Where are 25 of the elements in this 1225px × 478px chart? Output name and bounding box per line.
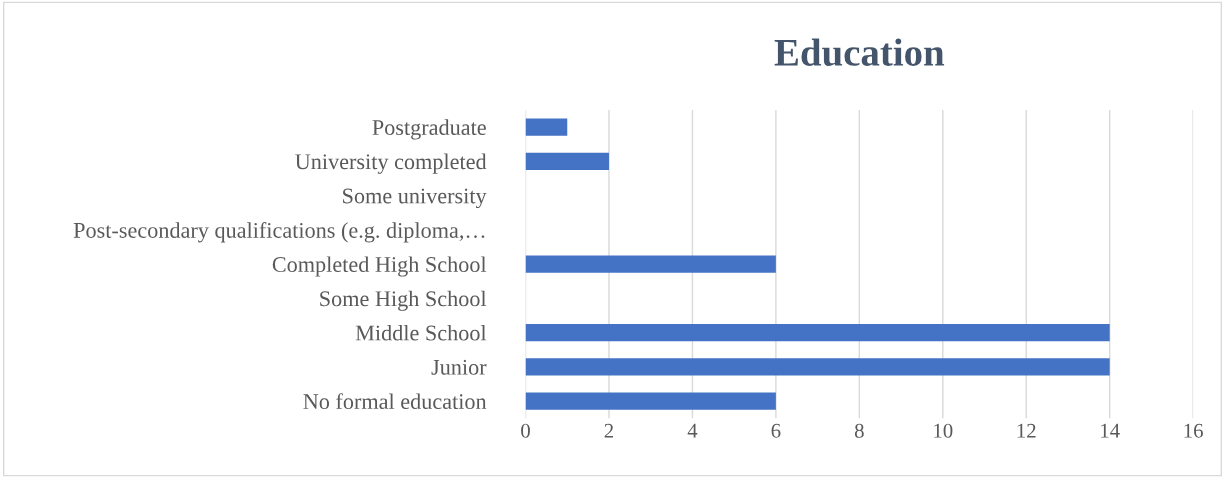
x-tick-label: 14: [1101, 423, 1120, 438]
y-tick-label: Post-secondary qualifications (e.g. diploma,…: [73, 222, 485, 243]
x-tick-label: 2: [604, 423, 614, 438]
y-tick-label: Postgraduate: [372, 119, 486, 140]
y-tick-label: Some High School: [320, 290, 487, 311]
x-tick-label: 6: [771, 423, 781, 438]
y-tick-label: University completed: [295, 153, 487, 174]
bar: [525, 358, 1110, 376]
y-tick-label: Completed High School: [272, 256, 487, 277]
bar: [525, 118, 568, 136]
bar: [525, 324, 1110, 342]
y-tick-label: Some university: [343, 188, 487, 209]
x-tick-label: 12: [1017, 423, 1036, 438]
y-tick-label: No formal education: [303, 393, 487, 410]
bar: [525, 152, 609, 170]
y-tick-label: Middle School: [355, 324, 487, 341]
x-tick-label: 4: [687, 423, 698, 438]
bar: [525, 392, 776, 410]
chart-title: Education: [774, 38, 945, 66]
x-tick-label: 8: [854, 423, 864, 438]
x-tick-label: 16: [1184, 423, 1203, 438]
y-tick-label: Junior: [431, 359, 487, 375]
x-tick-label: 0: [521, 423, 530, 438]
x-tick-label: 10: [934, 423, 953, 438]
bar: [525, 255, 776, 273]
